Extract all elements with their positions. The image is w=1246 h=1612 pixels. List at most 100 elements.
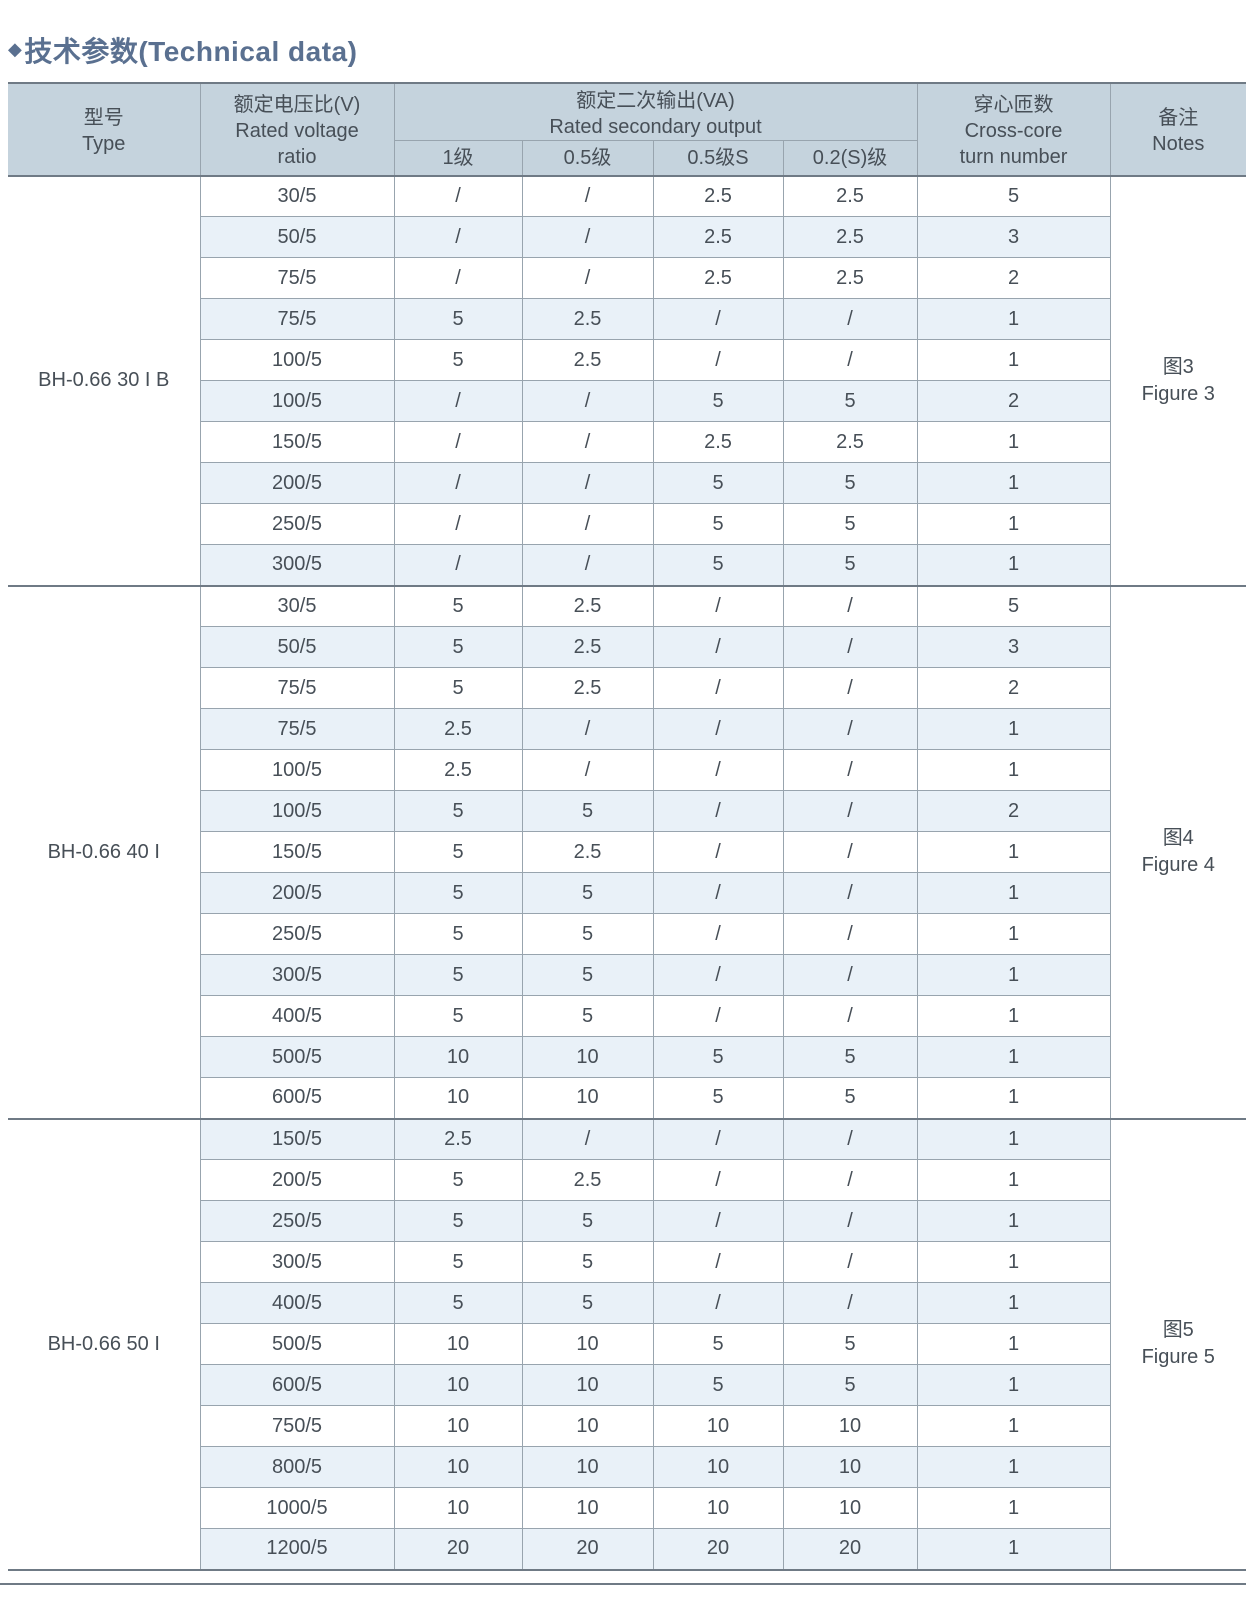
turns-cell: 1 [916,421,1110,463]
turns-cell: 1 [916,298,1110,340]
turns-cell: 1 [916,954,1110,996]
col-header-ratio-en1: Rated voltage [235,120,359,143]
col-header-output-en: Rated secondary output [549,116,762,138]
ratio-cell: 750/5 [200,1405,395,1447]
output-value-cell: 10 [393,1036,523,1078]
turns-cell: 2 [916,257,1110,299]
output-value-cell: 2.5 [521,667,654,709]
turns-cell: 1 [916,1036,1110,1078]
output-value-cell: / [782,749,918,791]
output-value-cell: / [782,1159,918,1201]
ratio-cell: 50/5 [200,626,395,668]
turns-cell: 3 [916,216,1110,258]
ratio-cell: 500/5 [200,1323,395,1365]
output-value-cell: 5 [393,954,523,996]
output-value-cell: 5 [652,1323,784,1365]
col-header-class-0-5s: 0.5级S [652,140,784,176]
turns-cell: 1 [916,995,1110,1037]
output-value-cell: 5 [782,503,918,545]
output-value-cell: 5 [521,872,654,914]
turns-cell: 1 [916,1241,1110,1283]
table-row: 800/5 10 10 10 10 1 [8,1446,1246,1488]
output-value-cell: / [652,954,784,996]
output-value-cell: / [782,1282,918,1324]
output-value-cell: 10 [782,1446,918,1488]
ratio-cell: 300/5 [200,544,395,586]
turns-cell: 5 [916,584,1111,627]
output-value-cell: 10 [652,1487,784,1529]
ratio-cell: 600/5 [200,1077,395,1119]
output-value-cell: 5 [393,626,523,668]
output-value-cell: 5 [393,790,523,832]
turns-cell: 1 [916,1323,1110,1365]
col-header-notes-zh: 备注 [1158,107,1199,130]
output-value-cell: 2.5 [393,708,523,750]
output-value-cell: 5 [393,667,523,709]
output-value-cell: 10 [521,1323,654,1365]
turns-cell: 2 [916,380,1110,422]
ratio-cell: 75/5 [200,257,395,299]
output-value-cell: / [782,954,918,996]
ratio-cell: 1200/5 [200,1528,395,1570]
turns-cell: 1 [916,1282,1110,1324]
table-row: 750/5 10 10 10 10 1 [8,1405,1246,1447]
type-cell: BH-0.66 40 I [8,584,201,1119]
output-value-cell: / [521,749,654,791]
ratio-cell: 150/5 [200,421,395,463]
ratio-cell: 250/5 [200,1200,395,1242]
header-row-main: 型号 Type 额定电压比(V) Rated voltage ratio 额定二… [8,82,1246,176]
notes-cell: 图5 Figure 5 [1109,1117,1246,1570]
output-value-cell: 10 [393,1446,523,1488]
output-value-cell: / [521,544,654,586]
note-en: Figure 4 [1141,854,1215,876]
col-header-type-zh: 型号 [83,107,124,130]
ratio-cell: 150/5 [199,1117,395,1160]
output-value-cell: / [652,1241,784,1283]
col-header-type-en: Type [82,133,126,156]
turns-cell: 2 [916,667,1110,709]
ratio-cell: 100/5 [200,380,395,422]
output-value-cell: 5 [652,544,784,586]
output-value-cell: / [782,298,918,340]
output-value-cell: / [652,626,784,668]
table-row: BH-0.66 40 I 30/5 5 2.5//5 图4 Figure 4 [8,584,1246,1119]
output-value-cell: 10 [782,1405,918,1447]
note-zh: 图5 [1162,1319,1194,1341]
table-row: 200/5 5 2.5//1 [8,1159,1246,1201]
output-value-cell: / [782,584,918,627]
output-value-cell: / [782,1241,918,1283]
output-value-cell: 5 [782,1323,918,1365]
bottom-divider [0,1583,1246,1585]
turns-cell: 3 [916,626,1110,668]
output-value-cell: 2.5 [652,421,784,463]
ratio-cell: 250/5 [200,913,395,955]
table-row: 400/5 5 5//1 [8,1282,1246,1324]
output-value-cell: / [652,831,784,873]
ratio-cell: 50/5 [200,216,395,258]
turns-cell: 1 [916,708,1110,750]
output-value-cell: 2.5 [521,339,654,381]
table-row: 600/5 10 10 5 5 1 [8,1077,1246,1119]
page-title: ◆ 技术参数(Technical data) [8,30,357,70]
output-value-cell: 10 [393,1077,523,1119]
output-value-cell: 5 [393,584,523,627]
turns-cell: 1 [916,1528,1110,1570]
output-value-cell: 10 [521,1487,654,1529]
col-header-output: 额定二次输出(VA) Rated secondary output [393,82,918,141]
table-row: BH-0.66 50 I 150/5 2.5///1 图5 Figure 5 [8,1117,1246,1570]
output-value-cell: / [393,462,523,504]
col-header-class-1: 1级 [394,140,523,176]
output-value-cell: / [521,462,654,504]
turns-cell: 1 [916,544,1110,586]
output-value-cell: / [652,298,784,340]
output-value-cell: / [521,216,654,258]
output-value-cell: 5 [782,1077,918,1119]
table-row: 300/5//5 5 1 [8,544,1246,586]
note-zh: 图4 [1162,827,1194,849]
output-value-cell: 2.5 [652,257,784,299]
output-value-cell: / [652,1282,784,1324]
output-value-cell: 5 [782,544,918,586]
turns-cell: 1 [916,749,1110,791]
col-header-ratio: 额定电压比(V) Rated voltage ratio [199,82,395,176]
output-value-cell: 5 [393,1241,523,1283]
